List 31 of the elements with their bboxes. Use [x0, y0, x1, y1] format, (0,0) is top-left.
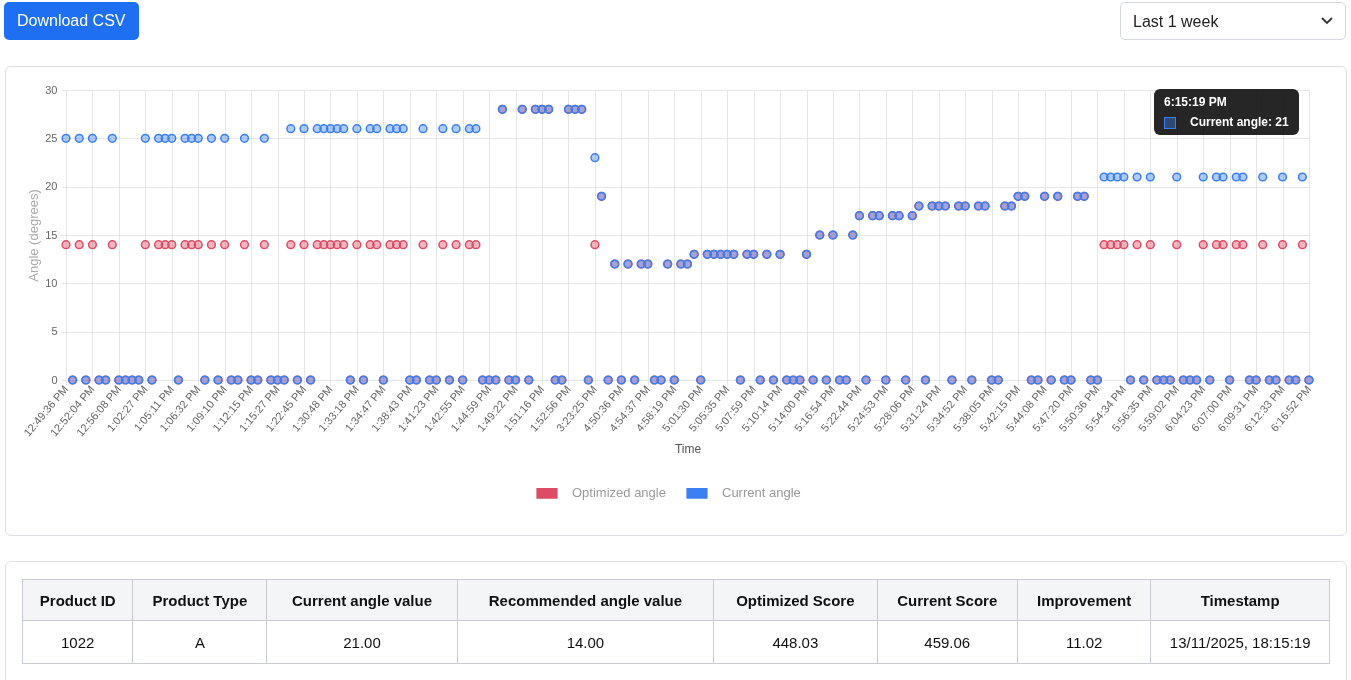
y-tick-label: 0: [51, 373, 58, 386]
legend-label: Optimized angle: [572, 485, 666, 501]
y-tick-label: 15: [45, 228, 58, 241]
x-axis-title: Time: [674, 442, 702, 457]
text: 448.03: [713, 620, 878, 664]
category-label: Optimized Score: [713, 579, 878, 621]
text: Download CSV: [4, 2, 139, 40]
annotation: Current angle: 21: [1189, 115, 1289, 129]
text: 13/11/2025, 18:15:19: [1150, 620, 1330, 664]
y-tick-label: 20: [45, 180, 58, 193]
y-tick-label: 10: [45, 276, 58, 289]
category-label: Recommended angle value: [457, 579, 714, 621]
text: 21.00: [266, 620, 458, 664]
category-label: Product Type: [132, 579, 267, 621]
y-axis-title: Angle (degrees): [26, 189, 42, 282]
y-tick-label: 30: [45, 83, 58, 96]
text: A: [132, 620, 267, 664]
y-tick-label: 5: [51, 325, 58, 338]
category-label: Product ID: [22, 579, 133, 621]
category-label: Improvement: [1017, 579, 1151, 621]
text: Last 1 week: [1120, 2, 1346, 40]
category-label: Timestamp: [1150, 579, 1330, 621]
text: 1022: [22, 620, 133, 664]
text: 14.00: [457, 620, 714, 664]
category-label: Current Score: [877, 579, 1018, 621]
category-label: Current angle value: [266, 579, 458, 621]
annotation: 6:15:19 PM: [1164, 95, 1228, 109]
text: 11.02: [1017, 620, 1151, 664]
legend-label: Current angle: [722, 485, 801, 501]
text: 459.06: [877, 620, 1018, 664]
y-tick-label: 25: [45, 131, 58, 144]
